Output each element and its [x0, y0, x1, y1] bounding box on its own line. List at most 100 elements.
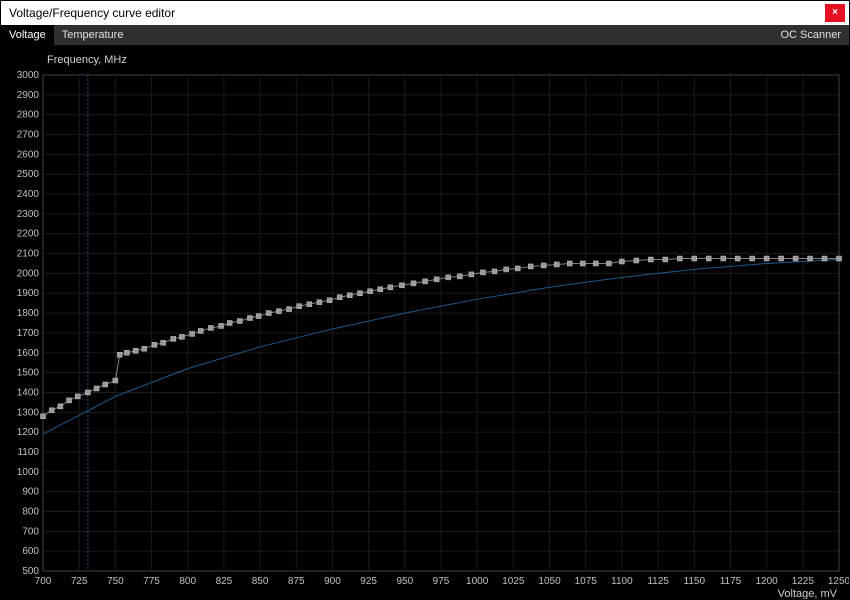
curve-point-marker[interactable]: [446, 275, 451, 280]
curve-point-marker[interactable]: [469, 272, 474, 277]
curve-point-marker[interactable]: [58, 404, 63, 409]
y-tick-label: 900: [22, 487, 39, 498]
y-tick-label: 2600: [17, 149, 40, 160]
curve-point-marker[interactable]: [619, 259, 624, 264]
y-tick-label: 1300: [17, 407, 40, 418]
tab-voltage-label: Voltage: [9, 29, 46, 41]
curve-point-marker[interactable]: [190, 331, 195, 336]
x-tick-label: 700: [35, 576, 52, 587]
curve-point-marker[interactable]: [480, 270, 485, 275]
curve-point-marker[interactable]: [276, 309, 281, 314]
curve-point-marker[interactable]: [247, 316, 252, 321]
close-button[interactable]: ×: [825, 4, 845, 22]
curve-point-marker[interactable]: [75, 394, 80, 399]
y-tick-label: 2700: [17, 130, 40, 141]
curve-point-marker[interactable]: [85, 390, 90, 395]
curve-point-marker[interactable]: [735, 256, 740, 261]
curve-point-marker[interactable]: [347, 293, 352, 298]
curve-point-marker[interactable]: [411, 281, 416, 286]
curve-point-marker[interactable]: [171, 336, 176, 341]
curve-point-marker[interactable]: [721, 256, 726, 261]
curve-point-marker[interactable]: [808, 256, 813, 261]
x-tick-label: 975: [433, 576, 450, 587]
tab-temperature[interactable]: Temperature: [54, 25, 132, 45]
curve-point-marker[interactable]: [593, 261, 598, 266]
curve-point-marker[interactable]: [388, 285, 393, 290]
curve-point-marker[interactable]: [399, 283, 404, 288]
curve-point-marker[interactable]: [764, 256, 769, 261]
curve-point-marker[interactable]: [750, 256, 755, 261]
curve-point-marker[interactable]: [317, 300, 322, 305]
y-tick-label: 2800: [17, 110, 40, 121]
curve-point-marker[interactable]: [337, 295, 342, 300]
y-tick-label: 2500: [17, 169, 40, 180]
curve-point-marker[interactable]: [113, 378, 118, 383]
curve-point-marker[interactable]: [541, 263, 546, 268]
curve-point-marker[interactable]: [117, 352, 122, 357]
curve-point-marker[interactable]: [133, 348, 138, 353]
curve-point-marker[interactable]: [822, 256, 827, 261]
curve-point-marker[interactable]: [124, 350, 129, 355]
curve-point-marker[interactable]: [663, 257, 668, 262]
curve-point-marker[interactable]: [528, 264, 533, 269]
y-axis-title: Frequency, MHz: [47, 54, 127, 66]
curve-point-marker[interactable]: [793, 256, 798, 261]
curve-point-marker[interactable]: [198, 328, 203, 333]
curve-point-marker[interactable]: [287, 307, 292, 312]
curve-point-marker[interactable]: [208, 325, 213, 330]
y-tick-label: 800: [22, 506, 39, 517]
x-tick-label: 850: [252, 576, 269, 587]
curve-point-marker[interactable]: [706, 256, 711, 261]
curve-point-marker[interactable]: [227, 321, 232, 326]
x-tick-label: 875: [288, 576, 305, 587]
curve-point-marker[interactable]: [49, 408, 54, 413]
curve-point-marker[interactable]: [434, 277, 439, 282]
curve-point-marker[interactable]: [219, 323, 224, 328]
curve-point-marker[interactable]: [266, 311, 271, 316]
curve-point-marker[interactable]: [256, 314, 261, 319]
curve-point-marker[interactable]: [515, 266, 520, 271]
curve-point-marker[interactable]: [492, 269, 497, 274]
curve-point-marker[interactable]: [779, 256, 784, 261]
y-tick-label: 1000: [17, 467, 40, 478]
curve-point-marker[interactable]: [142, 346, 147, 351]
curve-point-marker[interactable]: [378, 287, 383, 292]
curve-point-marker[interactable]: [368, 289, 373, 294]
x-tick-label: 725: [71, 576, 88, 587]
tab-oc-scanner[interactable]: OC Scanner: [772, 25, 849, 45]
curve-point-marker[interactable]: [580, 261, 585, 266]
chart-area[interactable]: Frequency, MHz50060070080090010001100120…: [1, 45, 849, 599]
curve-point-marker[interactable]: [634, 258, 639, 263]
curve-point-marker[interactable]: [677, 256, 682, 261]
x-tick-label: 1050: [538, 576, 561, 587]
curve-point-marker[interactable]: [357, 291, 362, 296]
curve-point-marker[interactable]: [94, 386, 99, 391]
x-tick-label: 1250: [828, 576, 849, 587]
curve-point-marker[interactable]: [457, 274, 462, 279]
curve-point-marker[interactable]: [554, 262, 559, 267]
curve-point-marker[interactable]: [567, 261, 572, 266]
curve-point-marker[interactable]: [837, 256, 842, 261]
curve-point-marker[interactable]: [179, 334, 184, 339]
curve-point-marker[interactable]: [297, 304, 302, 309]
y-tick-label: 1700: [17, 328, 40, 339]
curve-point-marker[interactable]: [327, 298, 332, 303]
curve-point-marker[interactable]: [152, 342, 157, 347]
tab-temperature-label: Temperature: [62, 29, 124, 41]
curve-point-marker[interactable]: [67, 398, 72, 403]
curve-point-marker[interactable]: [423, 279, 428, 284]
tab-voltage[interactable]: Voltage: [1, 25, 54, 45]
curve-point-marker[interactable]: [606, 261, 611, 266]
curve-point-marker[interactable]: [161, 340, 166, 345]
curve-point-marker[interactable]: [692, 256, 697, 261]
x-tick-label: 1000: [466, 576, 489, 587]
x-tick-label: 1175: [720, 576, 742, 587]
curve-point-marker[interactable]: [237, 319, 242, 324]
curve-point-marker[interactable]: [504, 267, 509, 272]
curve-point-marker[interactable]: [103, 382, 108, 387]
y-tick-label: 2000: [17, 268, 40, 279]
curve-point-marker[interactable]: [307, 302, 312, 307]
curve-point-marker[interactable]: [41, 414, 46, 419]
curve-point-marker[interactable]: [648, 257, 653, 262]
window-title: Voltage/Frequency curve editor: [9, 6, 175, 20]
